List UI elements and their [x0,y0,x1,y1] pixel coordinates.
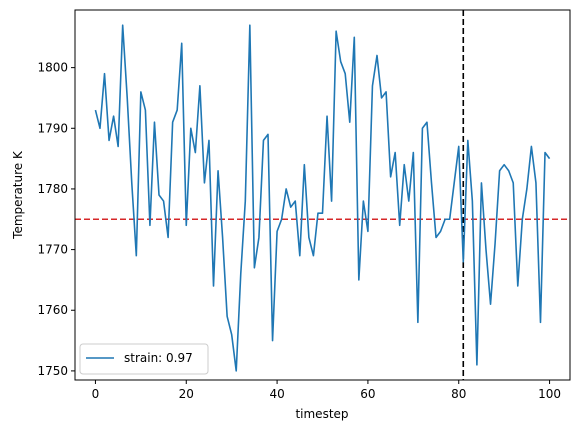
x-axis-label: timestep [295,407,348,421]
plot-frame [74,9,571,381]
x-tick-label: 100 [538,387,561,401]
legend-box [79,343,209,375]
y-tick-label: 1800 [37,61,68,75]
x-axis: 0 20 40 60 80 100 [92,380,561,401]
y-tick-label: 1780 [37,182,68,196]
x-tick-label: 40 [269,387,284,401]
y-tick-label: 1760 [37,303,68,317]
legend: strain: 0.97 [79,343,209,375]
reference-lines [75,10,570,380]
y-tick-label: 1790 [37,121,68,135]
y-tick-label: 1770 [37,243,68,257]
y-tick-label: 1750 [37,364,68,378]
legend-entry-label: strain: 0.97 [124,351,193,365]
x-tick-label: 80 [451,387,466,401]
series-layer [94,24,551,372]
x-tick-label: 20 [179,387,194,401]
x-tick-label: 60 [360,387,375,401]
y-axis-label: Temperature K [11,150,25,240]
x-tick-label: 0 [92,387,100,401]
plot-area [75,10,570,380]
y-axis: 1750 1760 1770 1780 1790 1800 [37,61,75,378]
series-line-0 [94,24,551,372]
